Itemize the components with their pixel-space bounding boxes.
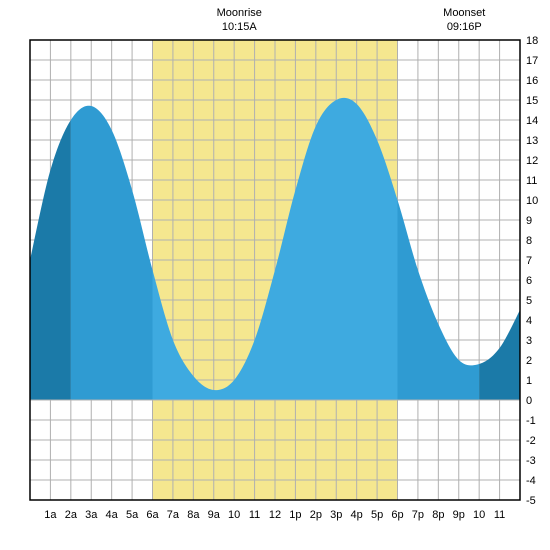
x-tick-label: 7p [412,509,424,521]
x-tick-label: 4p [351,509,363,521]
x-tick-label: 5a [126,509,139,521]
annotation-label-1: Moonset [443,7,485,19]
y-tick-label: 1 [526,375,532,387]
x-tick-label: 9a [208,509,221,521]
y-tick-label: 18 [526,35,538,47]
y-tick-label: 17 [526,55,538,67]
y-tick-label: 4 [526,315,532,327]
x-tick-label: 2a [65,509,78,521]
y-tick-label: 6 [526,275,532,287]
y-tick-label: 9 [526,215,532,227]
x-tick-label: 4a [106,509,119,521]
y-tick-label: 11 [526,175,537,187]
annotation-time-1: 09:16P [447,21,482,33]
y-tick-label: 5 [526,295,532,307]
annotation-label-0: Moonrise [217,7,262,19]
x-tick-label: 11 [494,509,505,521]
y-tick-label: 14 [526,115,538,127]
y-tick-label: 16 [526,75,538,87]
x-tick-label: 6p [391,509,403,521]
x-tick-label: 2p [310,509,322,521]
y-tick-label: -1 [526,415,536,427]
x-tick-label: 3p [330,509,342,521]
x-tick-label: 1p [289,509,301,521]
x-tick-label: 6a [146,509,159,521]
y-tick-label: -2 [526,435,536,447]
y-tick-label: 3 [526,335,532,347]
x-tick-label: 11 [249,509,260,521]
annotation-time-0: 10:15A [222,21,258,33]
y-tick-label: -5 [526,495,536,507]
x-tick-label: 3a [85,509,98,521]
tide-chart: -5-4-3-2-101234567891011121314151617181a… [0,0,550,550]
x-tick-label: 9p [453,509,465,521]
x-tick-label: 7a [167,509,180,521]
y-tick-label: 0 [526,395,532,407]
x-tick-label: 8p [432,509,444,521]
x-tick-label: 8a [187,509,200,521]
x-tick-label: 10 [473,509,485,521]
y-tick-label: 2 [526,355,532,367]
y-tick-label: 13 [526,135,538,147]
y-tick-label: 15 [526,95,538,107]
y-tick-label: 8 [526,235,532,247]
x-tick-label: 10 [228,509,240,521]
x-tick-label: 12 [269,509,281,521]
x-tick-label: 1a [44,509,57,521]
y-tick-label: 7 [526,255,532,267]
x-tick-label: 5p [371,509,383,521]
y-tick-label: -4 [526,475,536,487]
y-tick-label: -3 [526,455,536,467]
chart-svg: -5-4-3-2-101234567891011121314151617181a… [0,0,550,550]
y-tick-label: 10 [526,195,538,207]
y-tick-label: 12 [526,155,538,167]
